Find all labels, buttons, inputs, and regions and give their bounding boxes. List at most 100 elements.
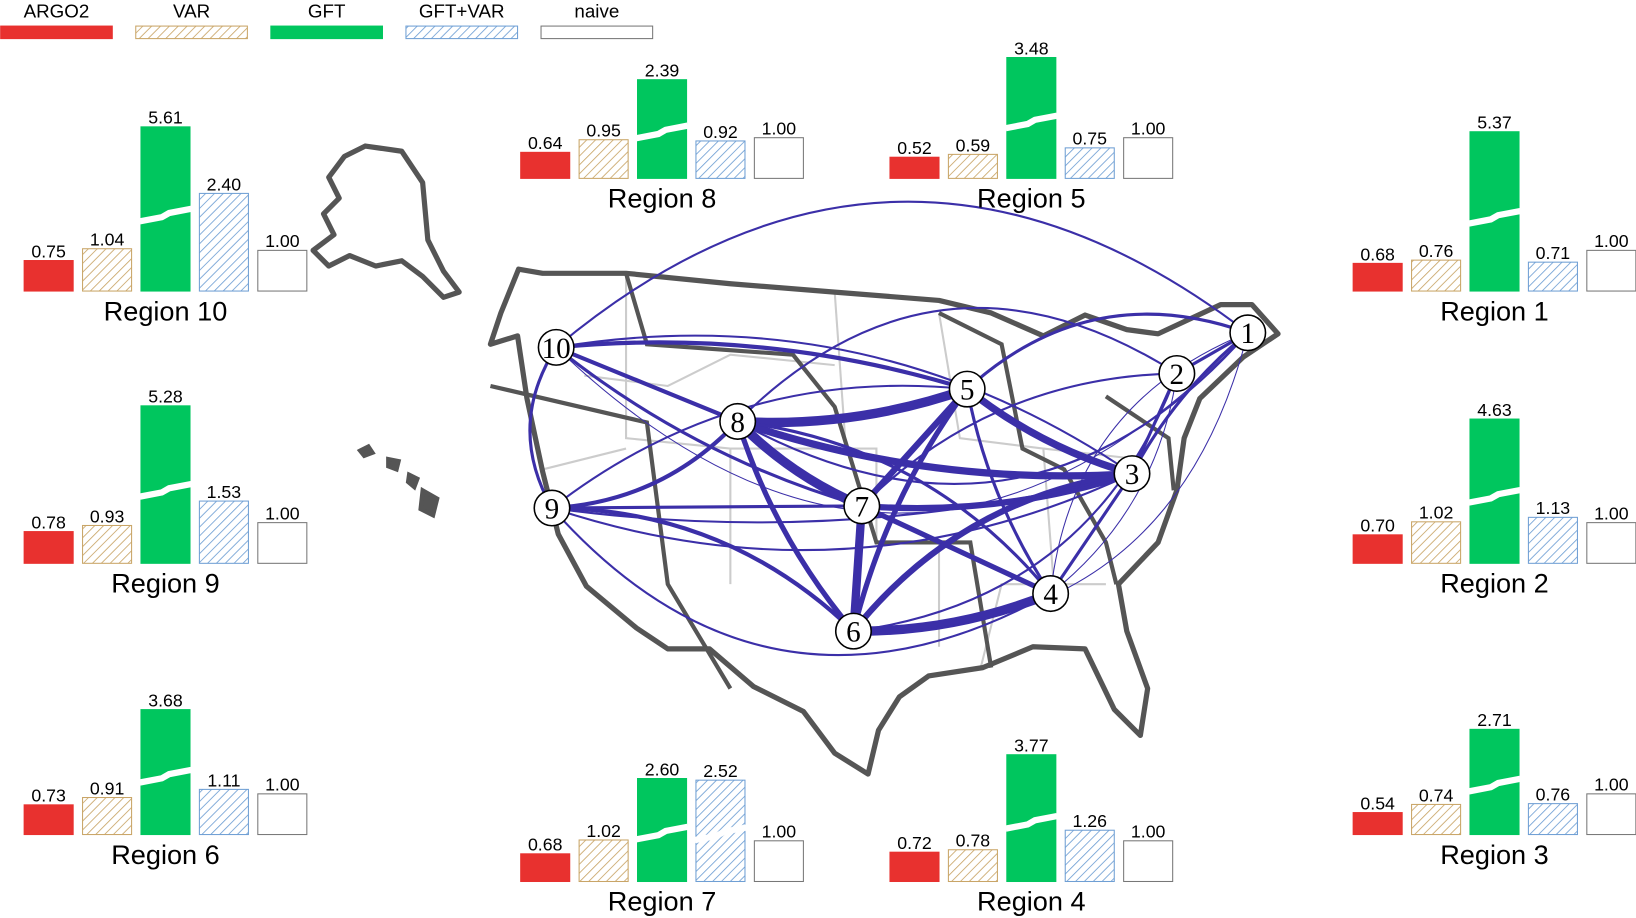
bar-panels: 0.75 1.04 5.61 2.40 1.00 Region 10 0.78 0.93 5.2… [23,38,1636,917]
bar-panel: 0.75 1.04 5.61 2.40 1.00 Region 10 [23,108,308,326]
axis-break [1468,207,1521,227]
value-label: 1.26 [1072,811,1107,831]
bar [1527,803,1578,836]
network-node [948,370,986,408]
node-label: 7 [855,491,870,523]
legend-label: GFT+VAR [419,1,505,22]
bar [1064,147,1115,179]
value-label: 0.70 [1360,516,1395,536]
bar [520,151,571,179]
network-edge [555,200,1249,349]
network-node [537,328,575,366]
network-edge [859,503,1054,597]
value-label: 2.60 [645,759,680,779]
value-label: 2.40 [207,174,242,194]
bar [257,522,308,564]
value-label: 1.00 [265,504,300,524]
network-edge [736,306,1178,423]
value-label: 1.13 [1536,498,1571,518]
legend-label: ARGO2 [24,1,90,22]
bar [947,153,998,179]
bar [1064,829,1115,883]
bar [1411,803,1462,836]
network-edge [963,385,1136,478]
alaska-outline [310,143,462,300]
bar [1586,793,1636,836]
network-edge [550,504,864,510]
panel-title: Region 2 [1440,568,1549,599]
network-edge [736,419,1053,596]
network-node [1158,354,1196,392]
bar [257,793,308,836]
network-edge [528,345,558,510]
value-label: 0.78 [956,831,991,851]
value-label: 0.78 [31,512,66,532]
network-node [1113,455,1151,493]
value-label: 5.28 [148,387,183,407]
legend-label: GFT [308,1,346,22]
bar [82,797,133,836]
network-edge [860,372,1178,507]
bar [198,192,249,292]
value-label: 1.00 [1131,119,1166,139]
bar [1352,262,1403,292]
network-edge [965,387,1053,596]
value-label: 0.64 [528,133,563,153]
node-label: 10 [542,333,571,365]
network-edge [850,470,1136,635]
value-label: 3.77 [1014,736,1049,756]
value-label: 1.53 [207,482,242,502]
value-label: 0.71 [1536,243,1571,263]
legend-label: VAR [173,1,210,22]
bar [82,248,133,292]
axis-break [1005,813,1058,832]
axis-break [1468,775,1521,795]
network-nodes: 1 2 3 4 5 6 7 8 9 10 [533,314,1267,650]
value-label: 1.00 [1594,231,1629,251]
network-edge [1050,372,1178,595]
network-node [843,487,881,525]
value-label: 0.76 [1536,784,1571,804]
axis-break [1005,112,1058,132]
bar [753,137,804,179]
network-edge [555,334,1134,475]
value-label: 1.00 [762,119,797,139]
value-label: 0.72 [897,833,932,853]
network-edge [554,340,970,392]
value-label: 0.92 [703,122,738,142]
network-edge [549,419,740,511]
bar [695,140,746,179]
network-edge [550,472,1134,524]
bar-panel: 0.64 0.95 2.39 0.92 1.00 Region 8 [520,61,804,214]
us-outline [487,266,1281,777]
value-label: 1.02 [1419,503,1454,523]
bar-panel: 0.54 0.74 2.71 0.76 1.00 Region 3 [1352,710,1636,870]
network-edge [549,505,856,634]
bar [1352,534,1403,564]
hawaii-outline [356,443,440,519]
panel-title: Region 5 [977,183,1086,214]
network-edge [965,312,1250,391]
legend: ARGO2 VAR GFT GFT+VAR naive [0,1,654,40]
legend-swatch [270,25,383,40]
panel-title: Region 6 [111,839,220,870]
bar [520,853,571,883]
bar [1411,521,1462,564]
value-label: 0.75 [1072,129,1107,149]
network-edge [736,331,1249,485]
bar [947,849,998,883]
value-label: 0.54 [1360,793,1395,813]
value-label: 5.61 [148,108,183,128]
value-label: 4.63 [1477,400,1512,420]
value-label: 1.11 [207,770,240,790]
network-edges [528,200,1250,657]
bar [1527,261,1578,292]
bar [198,788,249,836]
bar [578,139,629,179]
value-label: 1.00 [1131,822,1166,842]
bar [578,839,629,883]
bar [23,531,74,564]
bar-panel: 0.72 0.78 3.77 1.26 1.00 Region 4 [889,736,1174,917]
network-edge [850,386,970,634]
